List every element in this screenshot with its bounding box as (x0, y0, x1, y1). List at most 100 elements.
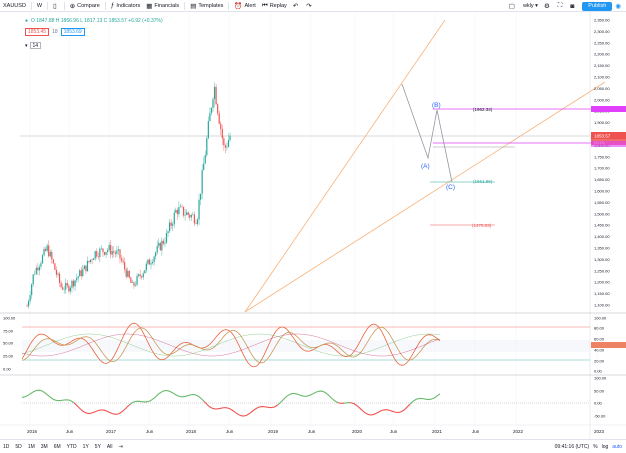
channel-upper-line[interactable] (244, 19, 446, 313)
range-button-1m[interactable]: 1M (27, 443, 35, 450)
candle-body (122, 260, 124, 263)
level-mid-label: (1661.96) (473, 179, 493, 184)
candle-body (79, 270, 81, 277)
grid-icon: ▤ (190, 2, 197, 10)
candle-body (83, 265, 85, 270)
buy-price-box[interactable]: 1853.69 (60, 28, 85, 36)
time-tick-label: Jun (308, 429, 316, 434)
range-button-1d[interactable]: 1D (3, 443, 10, 450)
candle-body (213, 86, 216, 100)
range-button-5d[interactable]: 5D (15, 443, 22, 450)
osc2-axis[interactable]: 100.00 50.00 0.00 -50.00 (594, 376, 607, 419)
candle-body (217, 104, 219, 114)
time-tick-label: 2018 (186, 429, 197, 434)
chart-svg[interactable]: (B) (A) (C) (1962.34) (1661.96) (1475.03… (0, 12, 626, 439)
price-tick-label: 1,650.00 (594, 177, 610, 182)
candle-body (172, 224, 174, 226)
layout-name-label: wkly (522, 3, 534, 9)
candle-body (125, 269, 127, 277)
time-axis[interactable]: 2016 Jun 2017 Jun 2018 Jun 2019 Jun 2020 Jun 2021 J… (27, 429, 605, 434)
compare-button[interactable]: ⊕ Compare (67, 0, 103, 12)
candle-body (72, 280, 75, 287)
osc1-series-a (21, 322, 441, 368)
sell-price-box[interactable]: 1853.45 (25, 28, 50, 36)
osc1-axis[interactable]: 100.00 80.00 60.00 40.00 20.00 0.00 (594, 316, 607, 374)
auto-toggle[interactable]: auto (612, 444, 622, 450)
price-tick-label: 2,150.00 (594, 63, 610, 68)
candle-body (204, 155, 206, 164)
ohlc-values: O 1847.88 H 1866.96 L 1817.13 C 1853.57 … (31, 18, 163, 24)
layout-grid-button[interactable]: ▢ (506, 0, 520, 12)
level-high-tag (591, 106, 626, 112)
interval-button[interactable]: W (34, 0, 45, 12)
price-tick-label: 1,400.00 (594, 234, 610, 239)
chart-style-button[interactable]: ▯ (50, 0, 62, 12)
candle-body (29, 295, 31, 301)
buy-price: 1853.69 (63, 29, 82, 35)
candle-body (218, 113, 220, 124)
candle-body (162, 240, 164, 244)
log-toggle[interactable]: log (601, 444, 609, 450)
osc1-left-tick-label: 0.00 (3, 367, 12, 372)
candle-body (103, 252, 106, 255)
utc-clock[interactable]: 09:41:16 (UTC) (554, 444, 590, 450)
legend-visibility-icon[interactable]: ● (25, 18, 29, 24)
candle-body (190, 214, 192, 218)
osc2-tick-label: 100.00 (594, 376, 607, 381)
publish-button[interactable]: Publish (582, 1, 613, 11)
divider (184, 1, 186, 10)
candle-body (89, 259, 92, 263)
layout-name-button[interactable]: wkly ▾ (520, 3, 541, 9)
candle-body (189, 214, 191, 218)
price-tick-label: 1,350.00 (594, 246, 610, 251)
financials-button[interactable]: ▦ Financials (143, 0, 182, 12)
candle-body (65, 283, 67, 290)
candle-body (43, 248, 45, 256)
settings-button[interactable]: ⚙ (541, 0, 555, 12)
price-tick-label: 1,100.00 (594, 303, 610, 308)
candle-body (99, 248, 101, 258)
candle-body (165, 232, 168, 243)
candle-body (62, 287, 64, 290)
alert-button[interactable]: ⏰ Alert (231, 0, 258, 12)
osc1-tick-label: 20.00 (594, 359, 605, 364)
osc1-tick-label: 80.00 (594, 326, 605, 331)
wave-path[interactable] (401, 83, 453, 183)
range-button-6m[interactable]: 6M (53, 443, 61, 450)
candle-body (114, 252, 116, 254)
indicators-button[interactable]: ƒ Indicators (108, 0, 143, 12)
redo-button[interactable]: ↷ (303, 0, 316, 12)
goto-date-icon[interactable]: ⇥ (118, 443, 123, 450)
candle-body (117, 249, 120, 251)
range-button-3m[interactable]: 3M (40, 443, 48, 450)
candle-body (105, 251, 107, 255)
replay-button[interactable]: ⏮ Replay (259, 0, 290, 12)
snapshot-button[interactable]: ◙ (567, 0, 579, 12)
symbol-search[interactable]: XAUUSD (0, 0, 29, 12)
percent-toggle[interactable]: % (593, 444, 598, 450)
candle-body (63, 289, 65, 291)
time-tick-label: Jun (390, 429, 398, 434)
ohlc-legend: ● O 1847.88 H 1866.96 L 1817.13 C 1853.5… (25, 18, 163, 24)
account-button[interactable]: ◉ (612, 0, 626, 12)
candle-body (176, 210, 178, 215)
chart-area[interactable]: (B) (A) (C) (1962.34) (1661.96) (1475.03… (0, 12, 626, 439)
candle-body (209, 113, 211, 122)
range-button-all[interactable]: All (106, 443, 113, 450)
undo-button[interactable]: ↶ (290, 0, 303, 12)
candle-body (130, 277, 132, 283)
range-button-5y[interactable]: 5Y (94, 443, 101, 450)
indicators-label: Indicators (116, 2, 141, 9)
channel-lower-line[interactable] (244, 81, 606, 313)
range-button-1y[interactable]: 1Y (82, 443, 89, 450)
range-button-ytd[interactable]: YTD (66, 443, 77, 450)
candle-body (184, 214, 186, 216)
chevron-down-icon: ▾ (533, 3, 538, 9)
time-tick-label: Jun (66, 429, 74, 434)
osc1-left-tick-label: 100.00 (3, 316, 16, 321)
indicator-chip[interactable]: 14 (29, 42, 42, 49)
candle-body (141, 276, 143, 278)
templates-button[interactable]: ▤ Templates (187, 0, 226, 12)
collapse-icon[interactable]: ▾ (25, 42, 28, 49)
fullscreen-button[interactable]: ⛶ (555, 0, 568, 12)
